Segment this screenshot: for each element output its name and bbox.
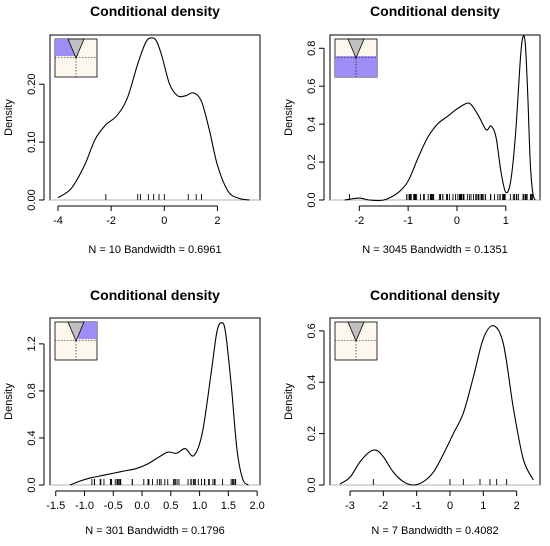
x-axis-label: N = 10 Bandwidth = 0.6961 (88, 244, 221, 256)
panel-3: Conditional density -1.5 -1.0 -0.5 0.0 0.5 1.0… (3, 287, 265, 537)
density-curve (344, 35, 536, 202)
y-tick-label: 0.2 (306, 154, 318, 169)
y-axis-label: Density (3, 383, 15, 420)
y-tick-label: 0.4 (26, 430, 38, 445)
y-tick-label: 0.4 (306, 375, 318, 390)
chart-title: Conditional density (370, 287, 500, 303)
x-axis-label: N = 3045 Bandwidth = 0.1351 (362, 244, 508, 256)
x-tick-label: 0 (454, 215, 460, 227)
y-tick-label: 0.4 (306, 116, 318, 131)
y-axis-label: Density (3, 99, 15, 136)
y-tick-label: 0.8 (306, 41, 318, 56)
x-tick-label: -2 (378, 500, 388, 512)
inset-cone (67, 321, 85, 343)
inset-cone (347, 38, 365, 60)
x-axis-label: N = 7 Bandwidth = 0.4082 (371, 525, 498, 537)
x-tick-label: -1 (412, 500, 422, 512)
x-tick-label: -1.0 (75, 500, 94, 512)
inset-thumbnail (54, 38, 98, 78)
y-tick-label: 0.0 (306, 192, 318, 207)
y-tick-label: 0.6 (306, 323, 318, 338)
y-tick-label: 0.00 (26, 189, 38, 210)
inset-thumbnail (334, 38, 378, 78)
chart-title: Conditional density (370, 3, 500, 19)
y-tick-label: 0.2 (306, 426, 318, 441)
inset-highlight (335, 56, 377, 77)
x-tick-label: -3 (345, 500, 355, 512)
x-tick-label: 2 (514, 500, 520, 512)
density-curve (339, 325, 534, 486)
y-tick-label: 0.10 (26, 131, 38, 152)
x-tick-label: 0.5 (163, 500, 178, 512)
density-curve (57, 37, 250, 201)
y-tick-label: 0.8 (26, 383, 38, 398)
x-tick-label: 2 (214, 215, 220, 227)
x-tick-label: 1 (480, 500, 486, 512)
y-tick-label: 0.20 (26, 73, 38, 94)
x-tick-label: 1 (503, 215, 509, 227)
x-tick-label: -0.5 (104, 500, 123, 512)
chart-title: Conditional density (90, 3, 220, 19)
x-tick-label: 1.0 (192, 500, 207, 512)
inset-thumbnail (334, 321, 378, 361)
y-tick-label: 0.0 (26, 477, 38, 492)
inset-thumbnail (54, 321, 98, 361)
x-tick-label: -1 (403, 215, 413, 227)
panel-2: Conditional density -2 -1 0 1 0.0 0.2 0.4 0.6 0.8… (283, 3, 541, 256)
x-axis-label: N = 301 Bandwidth = 0.1796 (85, 525, 224, 537)
y-axis-label: Density (283, 383, 295, 420)
x-tick-label: 0.0 (134, 500, 149, 512)
inset-cone (347, 321, 365, 343)
density-curve (69, 322, 249, 486)
x-tick-label: -1.5 (46, 500, 65, 512)
x-tick-label: -2 (106, 215, 116, 227)
y-tick-label: 0.6 (306, 79, 318, 94)
x-tick-label: -4 (53, 215, 63, 227)
panel-4: Conditional density -3 -2 -1 0 1 2 0.0 0.2 0.4 0.6… (283, 287, 541, 537)
inset-highlight (78, 322, 97, 340)
panel-1: Conditional density -4 -2 0 2 0.00 0.10 0.20 Den… (3, 3, 261, 256)
chart-title: Conditional density (90, 287, 220, 303)
y-tick-label: 0.0 (306, 477, 318, 492)
x-tick-label: 0 (161, 215, 167, 227)
x-tick-label: 2.0 (249, 500, 264, 512)
x-tick-label: -2 (354, 215, 364, 227)
x-tick-label: 1.5 (221, 500, 236, 512)
x-tick-label: 0 (447, 500, 453, 512)
y-axis-label: Density (283, 99, 295, 136)
y-tick-label: 1.2 (26, 336, 38, 351)
inset-cone (67, 38, 85, 60)
